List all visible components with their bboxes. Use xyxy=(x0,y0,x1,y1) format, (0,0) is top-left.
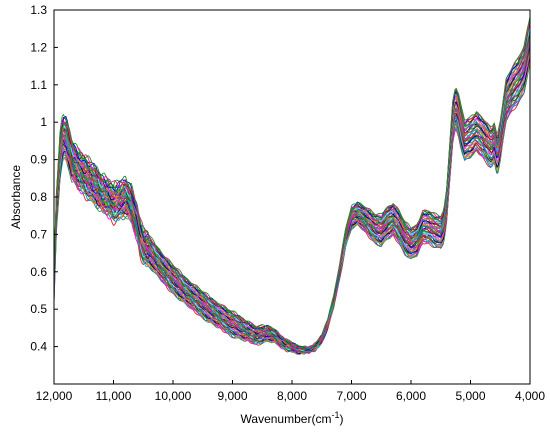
x-tick-label: 7,000 xyxy=(336,389,366,403)
y-tick-label: 0.5 xyxy=(30,302,47,316)
x-axis-label-suffix: ) xyxy=(339,412,343,426)
y-tick-label: 1.3 xyxy=(30,3,47,17)
x-axis-label: Wavenumber(cm-1) xyxy=(241,410,344,426)
series-layer xyxy=(53,16,531,355)
y-tick-label: 0.8 xyxy=(30,190,47,204)
y-tick-label: 0.9 xyxy=(30,153,47,167)
spectrum-series-line xyxy=(53,19,531,351)
y-tick-label: 0.4 xyxy=(30,340,47,354)
x-axis-label-main: Wavenumber(cm xyxy=(241,412,332,426)
spectrum-series-line xyxy=(53,16,531,351)
x-axis-label-superscript: -1 xyxy=(331,410,339,420)
spectrum-series-line xyxy=(53,29,531,350)
x-tick-label: 4,000 xyxy=(515,389,545,403)
ticks-layer: 12,000 11,000 10,000 9,000 8,000 7,000 6,000 5,… xyxy=(30,3,545,403)
x-tick-label: 11,000 xyxy=(96,389,132,403)
x-tick-label: 6,000 xyxy=(396,389,426,403)
x-tick-label: 12,000 xyxy=(36,389,73,403)
spectrum-series-line xyxy=(53,26,531,351)
x-tick-label: 5,000 xyxy=(455,389,485,403)
y-tick-label: 1 xyxy=(40,115,47,129)
x-tick-label: 8,000 xyxy=(277,389,307,403)
y-axis-label: Absorbance xyxy=(9,165,23,229)
x-tick-label: 10,000 xyxy=(155,389,192,403)
y-tick-label: 1.2 xyxy=(30,40,47,54)
y-tick-label: 0.7 xyxy=(30,227,47,241)
y-tick-label: 0.6 xyxy=(30,265,47,279)
spectrum-series-line xyxy=(53,19,531,351)
y-tick-label: 1.1 xyxy=(30,78,47,92)
x-tick-label: 9,000 xyxy=(217,389,247,403)
